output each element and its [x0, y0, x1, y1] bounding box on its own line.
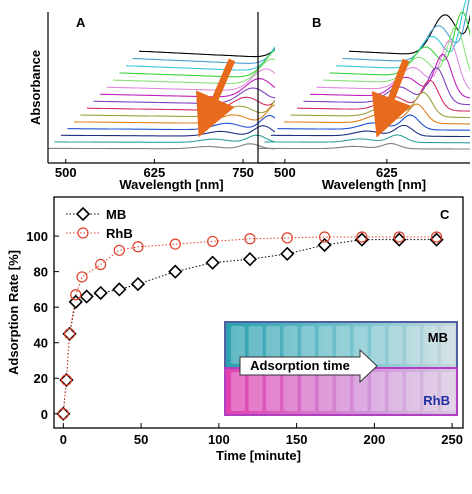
spectrum-curve [139, 0, 465, 67]
panel-label: C [440, 207, 450, 222]
inset-arrow-label: Adsorption time [250, 358, 350, 373]
bottle [319, 372, 333, 411]
x-tick-label: 250 [441, 432, 463, 447]
x-tick-label: 500 [55, 165, 77, 180]
bottle [371, 372, 385, 411]
marker-diamond [81, 291, 93, 303]
x-tick-label: 0 [60, 432, 67, 447]
legend-marker [77, 208, 89, 220]
bottle [389, 326, 403, 364]
marker-circle [282, 233, 292, 243]
marker-diamond [57, 408, 69, 420]
marker-diamond [60, 374, 72, 386]
x-tick-label: 50 [134, 432, 148, 447]
marker-diamond [132, 278, 144, 290]
x-axis-title: Wavelength [nm] [119, 177, 223, 192]
marker-diamond [281, 248, 293, 260]
marker-diamond [95, 287, 107, 299]
spectrum-curve [271, 125, 472, 137]
marker-diamond [169, 266, 181, 278]
inset-top-label: MB [428, 330, 448, 345]
x-tick-label: 150 [286, 432, 308, 447]
panel-label: A [76, 15, 86, 30]
bottle [336, 372, 350, 411]
y-tick-label: 0 [41, 407, 48, 422]
bottle [406, 326, 420, 364]
x-tick-label: 500 [274, 165, 296, 180]
bottle [389, 372, 403, 411]
bottle [406, 372, 420, 411]
spectra [258, 0, 472, 149]
y-tick-label: 20 [34, 371, 48, 386]
y-axis-title: Adsorption Rate [%] [6, 250, 21, 375]
y-tick-label: 60 [34, 300, 48, 315]
marker-diamond [207, 257, 219, 269]
inset-bottom-label: RhB [423, 393, 450, 408]
bottle [249, 372, 263, 411]
bottle [231, 372, 245, 411]
spectrum-curve [349, 0, 472, 67]
bottle [301, 372, 315, 411]
panel-label: B [312, 15, 321, 30]
bottle [371, 326, 385, 364]
y-tick-label: 80 [34, 265, 48, 280]
x-tick-label: 200 [364, 432, 386, 447]
x-tick-label: 750 [232, 165, 254, 180]
legend-marker [78, 228, 88, 238]
marker-diamond [64, 328, 76, 340]
y-axis-title: Absorbance [28, 50, 43, 125]
bottle [284, 372, 298, 411]
x-axis-title: Wavelength [nm] [322, 177, 426, 192]
legend-label: RhB [106, 226, 133, 241]
x-tick-label: 100 [208, 432, 230, 447]
marker-diamond [244, 253, 256, 265]
y-tick-label: 100 [26, 229, 48, 244]
trend-arrow [384, 60, 406, 118]
marker-circle [114, 245, 124, 255]
x-axis-title: Time [minute] [216, 448, 301, 463]
y-tick-label: 40 [34, 336, 48, 351]
legend-label: MB [106, 207, 126, 222]
marker-circle [170, 239, 180, 249]
marker-diamond [113, 283, 125, 295]
marker-circle [77, 272, 87, 282]
bottle [266, 372, 280, 411]
spectrum-curve [258, 144, 472, 150]
marker-circle [208, 236, 218, 246]
marker-diamond [319, 239, 331, 251]
